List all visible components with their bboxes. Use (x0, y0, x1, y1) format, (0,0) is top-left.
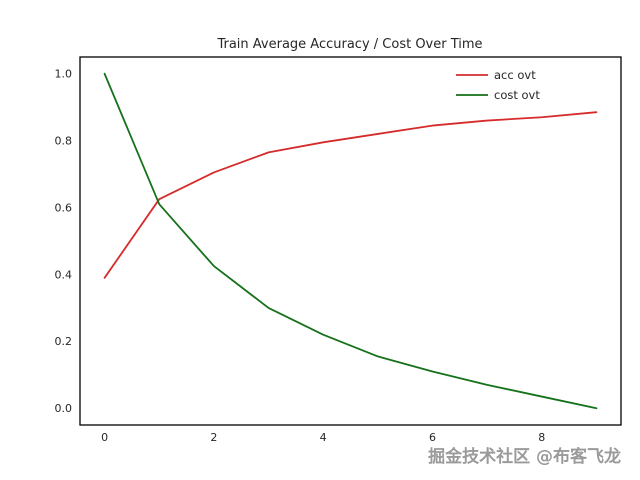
chart-title: Train Average Accuracy / Cost Over Time (216, 37, 482, 52)
y-tick-label: 0.0 (55, 402, 73, 415)
x-tick-label: 0 (101, 431, 108, 444)
axis-ticks: 0 2 4 6 8 0.0 0.2 0.4 0.6 0.8 1.0 (55, 68, 546, 444)
series-lines (103, 72, 598, 410)
watermark: 掘金技术社区 @布客飞龙 (428, 446, 621, 467)
y-tick-label: 0.8 (55, 134, 73, 147)
legend-label-acc-ovt: acc ovt (494, 68, 536, 82)
series-line-acc-ovt (103, 111, 598, 279)
y-tick-label: 0.2 (55, 335, 73, 348)
x-tick-label: 6 (429, 431, 436, 444)
legend: acc ovt cost ovt (456, 68, 540, 102)
legend-label-cost-ovt: cost ovt (494, 88, 540, 102)
series-line-cost-ovt (103, 72, 598, 410)
x-tick-label: 8 (538, 431, 545, 444)
y-tick-label: 1.0 (55, 68, 73, 81)
x-tick-label: 4 (320, 431, 327, 444)
x-tick-label: 2 (210, 431, 217, 444)
y-tick-label: 0.6 (55, 201, 73, 214)
y-tick-label: 0.4 (55, 268, 73, 281)
plot-area (79, 56, 622, 426)
